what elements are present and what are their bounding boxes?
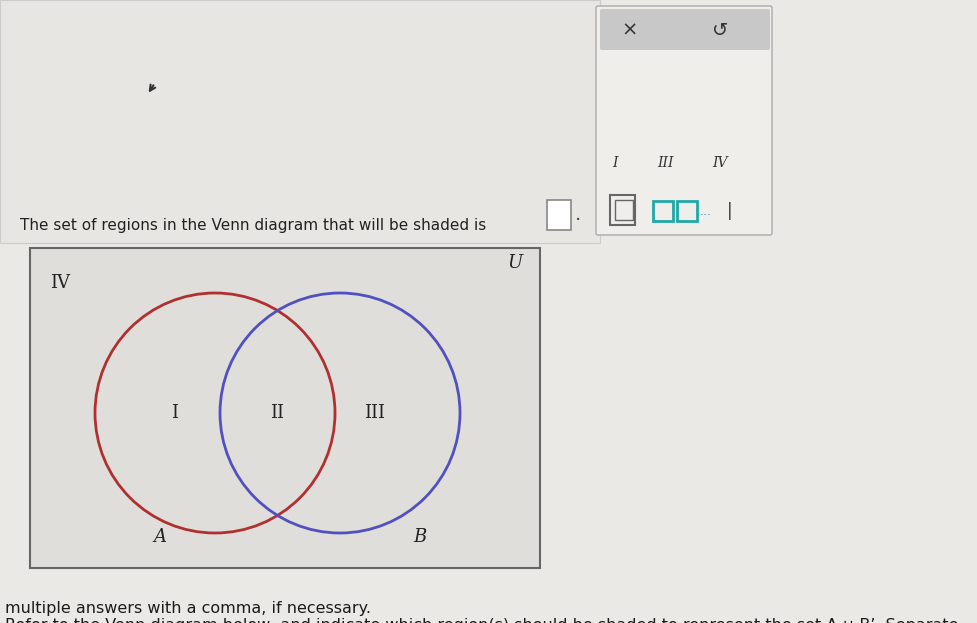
Text: I: I (171, 404, 179, 422)
Text: I: I (612, 156, 617, 170)
Text: ↺: ↺ (711, 21, 728, 39)
Text: B: B (413, 528, 426, 546)
FancyBboxPatch shape (30, 248, 539, 568)
Text: II: II (270, 404, 283, 422)
FancyBboxPatch shape (0, 0, 599, 243)
Text: III: III (657, 156, 672, 170)
FancyBboxPatch shape (595, 6, 771, 235)
Text: Refer to the Venn diagram below, and indicate which region(s) should be shaded t: Refer to the Venn diagram below, and ind… (5, 618, 957, 623)
Text: ×: × (621, 21, 638, 39)
Text: IV: IV (50, 274, 70, 292)
Text: multiple answers with a comma, if necessary.: multiple answers with a comma, if necess… (5, 601, 370, 616)
Text: ...: ... (700, 204, 711, 217)
Text: |: | (727, 202, 732, 220)
FancyBboxPatch shape (599, 9, 769, 50)
Text: A: A (153, 528, 166, 546)
Text: IV: IV (711, 156, 727, 170)
Text: U: U (507, 254, 522, 272)
Text: III: III (364, 404, 385, 422)
Text: .: . (574, 206, 580, 224)
Text: The set of regions in the Venn diagram that will be shaded is: The set of regions in the Venn diagram t… (20, 218, 486, 233)
FancyBboxPatch shape (546, 200, 571, 230)
